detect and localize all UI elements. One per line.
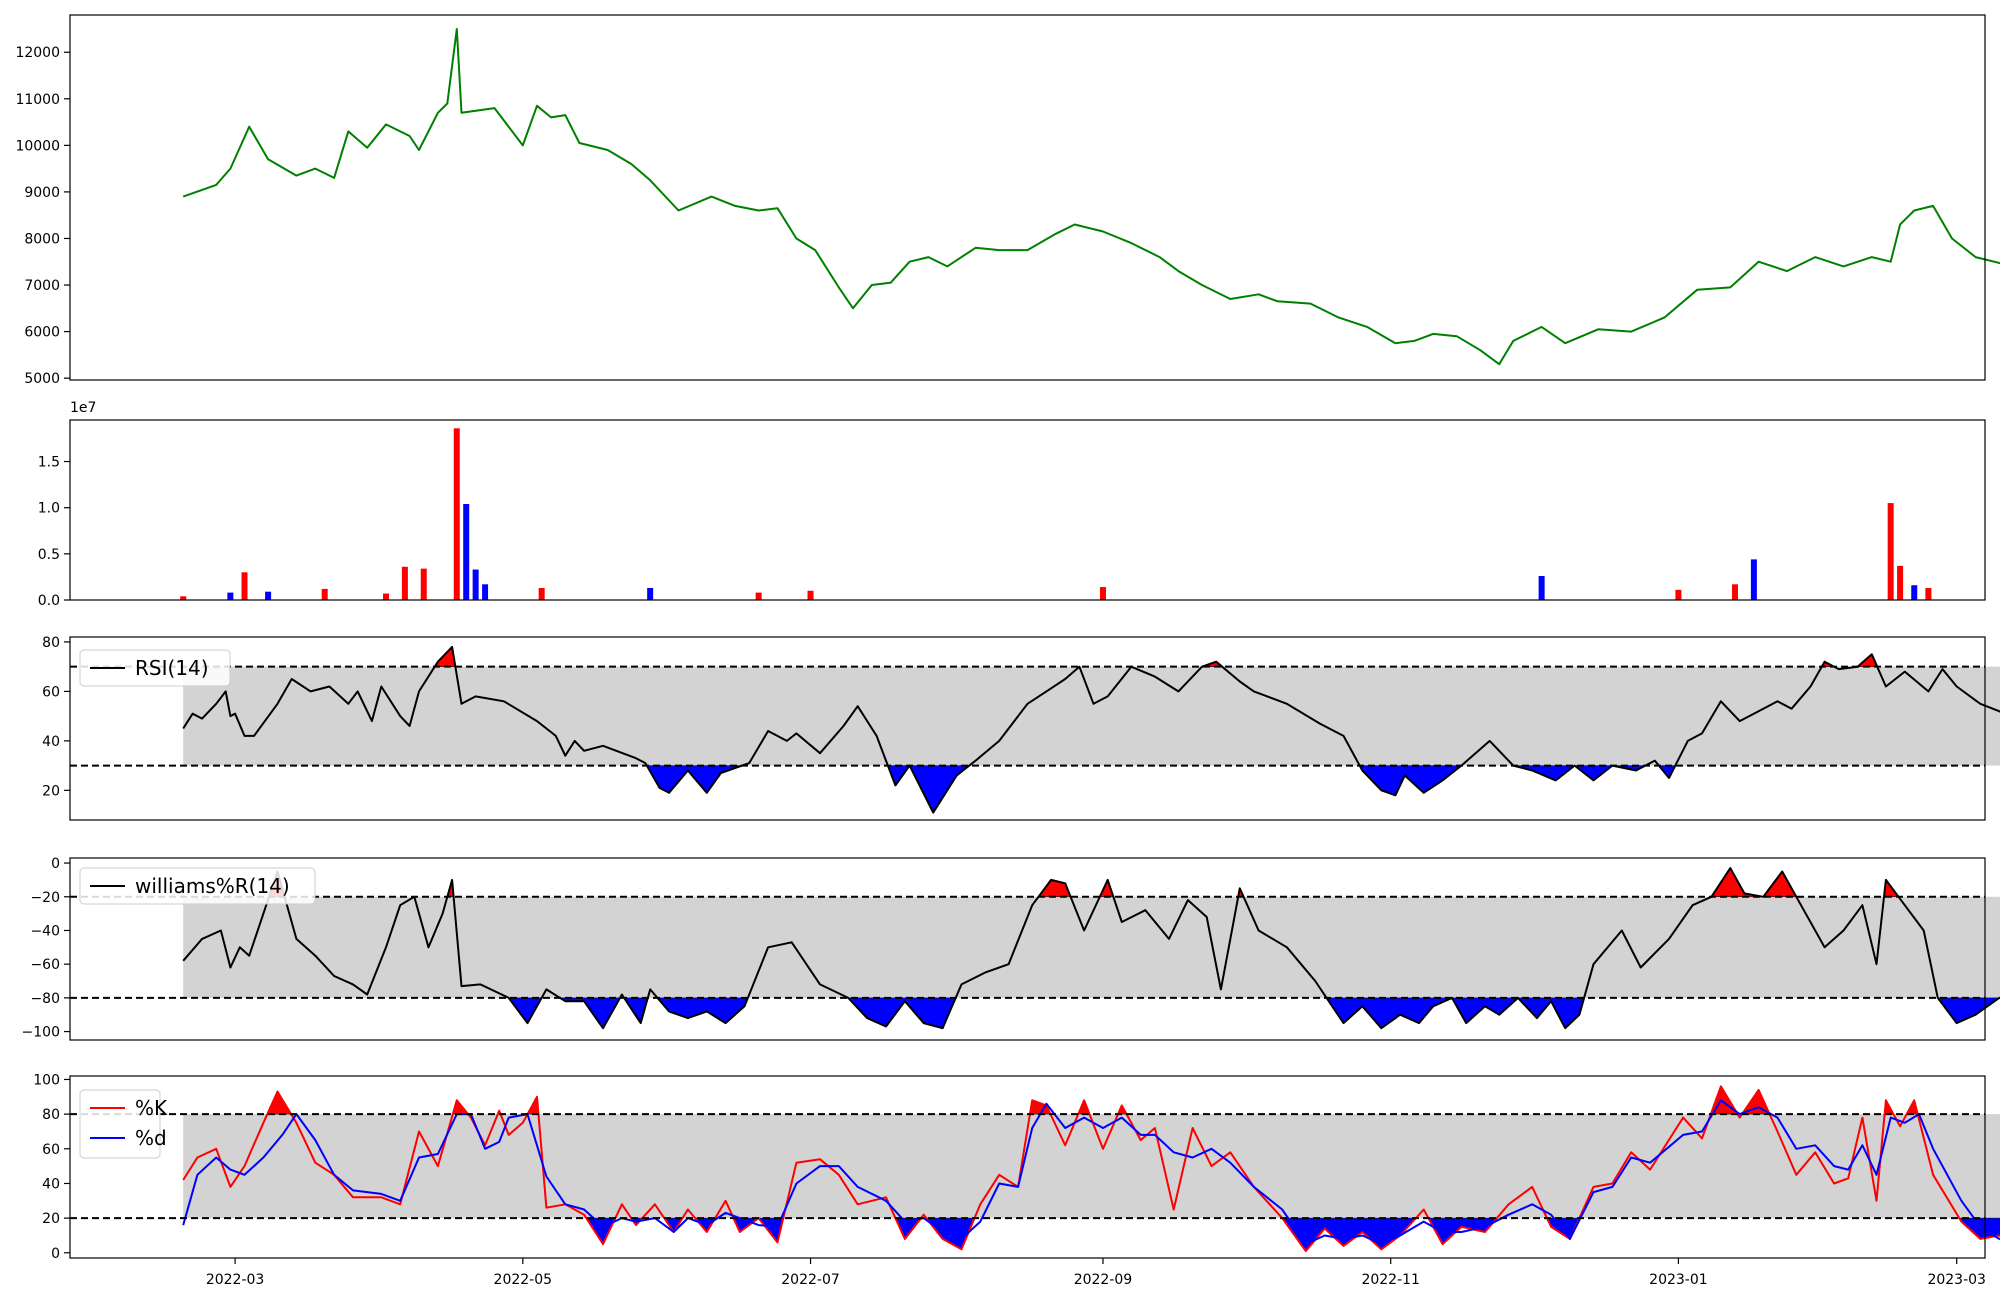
panel-williams: −100 −80 −60 −40 −20 0 williams%R(14) bbox=[22, 856, 2000, 1041]
volume-bar bbox=[241, 572, 248, 600]
volume-ytick-label: 0.5 bbox=[38, 547, 60, 563]
stochastic-ytick-label: 0 bbox=[51, 1246, 60, 1262]
williams-ytick-label: −100 bbox=[22, 1025, 60, 1041]
volume-bar bbox=[383, 593, 390, 600]
volume-bar bbox=[1099, 587, 1106, 600]
volume-bar bbox=[1925, 588, 1932, 600]
williams-legend-box bbox=[79, 867, 316, 905]
volume-bar bbox=[538, 588, 545, 600]
volume-bar bbox=[1750, 559, 1757, 600]
stochastic-series-0 bbox=[182, 1085, 2000, 1253]
price-ytick-label: 6000 bbox=[24, 325, 60, 341]
volume-bar bbox=[180, 596, 187, 600]
stochastic-frame bbox=[69, 1075, 1986, 1259]
rsi-frame bbox=[69, 636, 1986, 821]
stochastic-ytick-label: 40 bbox=[42, 1176, 60, 1192]
volume-bar bbox=[1887, 503, 1894, 600]
stochastic-band bbox=[183, 1114, 2000, 1219]
price-ytick-label: 8000 bbox=[24, 231, 60, 247]
rsi-ytick-label: 20 bbox=[42, 783, 60, 799]
williams-legend-label: williams%R(14) bbox=[135, 874, 290, 898]
williams-ytick-label: 0 bbox=[51, 856, 60, 872]
price-frame bbox=[69, 14, 1986, 381]
volume-bar bbox=[401, 566, 408, 600]
williams-frame bbox=[69, 857, 1986, 1041]
rsi-band bbox=[183, 666, 2000, 766]
volume-bar bbox=[647, 588, 654, 600]
price-ytick-label: 12000 bbox=[15, 45, 60, 61]
rsi-series-0 bbox=[182, 645, 2000, 814]
price-ytick-label: 7000 bbox=[24, 278, 60, 294]
rsi-ytick-label: 80 bbox=[42, 635, 60, 651]
volume-ytick-label: 1.0 bbox=[38, 501, 60, 517]
x-tick-label: 2022-05 bbox=[494, 1272, 553, 1288]
rsi-legend: RSI(14) bbox=[79, 649, 231, 687]
price-ytick-label: 11000 bbox=[15, 92, 60, 108]
x-tick-label: 2023-01 bbox=[1649, 1272, 1708, 1288]
price-ytick-label: 10000 bbox=[15, 138, 60, 154]
volume-bar bbox=[453, 428, 460, 600]
volume-bar bbox=[1732, 584, 1739, 600]
price-ytick-label: 5000 bbox=[24, 371, 60, 387]
volume-bar bbox=[482, 584, 489, 600]
volume-bar bbox=[227, 592, 234, 600]
volume-bar bbox=[1675, 589, 1682, 600]
volume-bar bbox=[265, 591, 272, 600]
williams-overbought-fill bbox=[1038, 879, 1071, 898]
rsi-oversold-fill bbox=[1573, 765, 1614, 781]
williams-oversold-fill bbox=[656, 997, 749, 1024]
stochastic-ytick-label: 80 bbox=[42, 1107, 60, 1123]
stochastic-legend-label: %d bbox=[135, 1126, 167, 1150]
volume-frame bbox=[69, 419, 1986, 601]
x-tick-label: 2022-03 bbox=[206, 1272, 265, 1288]
stochastic-ytick-label: 20 bbox=[42, 1211, 60, 1227]
x-tick-label: 2023-03 bbox=[1927, 1272, 1986, 1288]
stochastic-series-1 bbox=[182, 1099, 2000, 1246]
volume-bar bbox=[1911, 585, 1918, 600]
volume-offset-label: 1e7 bbox=[70, 400, 96, 416]
volume-bar bbox=[755, 592, 762, 600]
williams-ytick-label: −20 bbox=[30, 890, 60, 906]
williams-legend: williams%R(14) bbox=[79, 867, 316, 905]
volume-bar bbox=[420, 568, 427, 600]
volume-ytick-label: 0.0 bbox=[38, 593, 60, 609]
volume-bar bbox=[321, 588, 328, 600]
stochastic-ytick-label: 100 bbox=[33, 1072, 60, 1088]
rsi-ytick-label: 60 bbox=[42, 684, 60, 700]
williams-ytick-label: −60 bbox=[30, 957, 60, 973]
volume-bar bbox=[463, 504, 470, 600]
price-series-0 bbox=[182, 28, 2000, 366]
williams-ytick-label: −80 bbox=[30, 991, 60, 1007]
x-tick-label: 2022-11 bbox=[1361, 1272, 1420, 1288]
panel-volume: 0.0 0.5 1.0 1.5 1e7 bbox=[38, 400, 1986, 609]
williams-ytick-label: −40 bbox=[30, 923, 60, 939]
panel-stochastic: 0 20 40 60 80 100 2022-03 2022-05 2022-07 2022-09… bbox=[33, 1072, 2000, 1288]
volume-ytick-label: 1.5 bbox=[38, 455, 60, 471]
volume-bar bbox=[1538, 576, 1545, 600]
rsi-ytick-label: 40 bbox=[42, 734, 60, 750]
stochastic-legend: %K %d bbox=[79, 1089, 168, 1159]
volume-bar bbox=[807, 590, 814, 600]
williams-series-0 bbox=[182, 867, 2000, 1030]
williams-oversold-fill bbox=[1451, 997, 1519, 1024]
volume-bar bbox=[1897, 565, 1904, 600]
williams-oversold-fill bbox=[847, 997, 957, 1029]
stochastic-oversold-fill bbox=[1958, 1217, 2000, 1240]
volume-bar bbox=[472, 569, 479, 600]
panel-rsi: 20 40 60 80 RSI(14) bbox=[42, 635, 2000, 821]
rsi-legend-box bbox=[79, 649, 231, 687]
x-tick-label: 2022-07 bbox=[781, 1272, 840, 1288]
price-ytick-label: 9000 bbox=[24, 185, 60, 201]
stochastic-legend-label: %K bbox=[135, 1096, 168, 1120]
stochastic-ytick-label: 60 bbox=[42, 1142, 60, 1158]
x-tick-label: 2022-09 bbox=[1074, 1272, 1133, 1288]
rsi-legend-label: RSI(14) bbox=[135, 656, 209, 680]
panel-price: 5000 6000 7000 8000 9000 10000 11000 12000 bbox=[15, 14, 2000, 387]
